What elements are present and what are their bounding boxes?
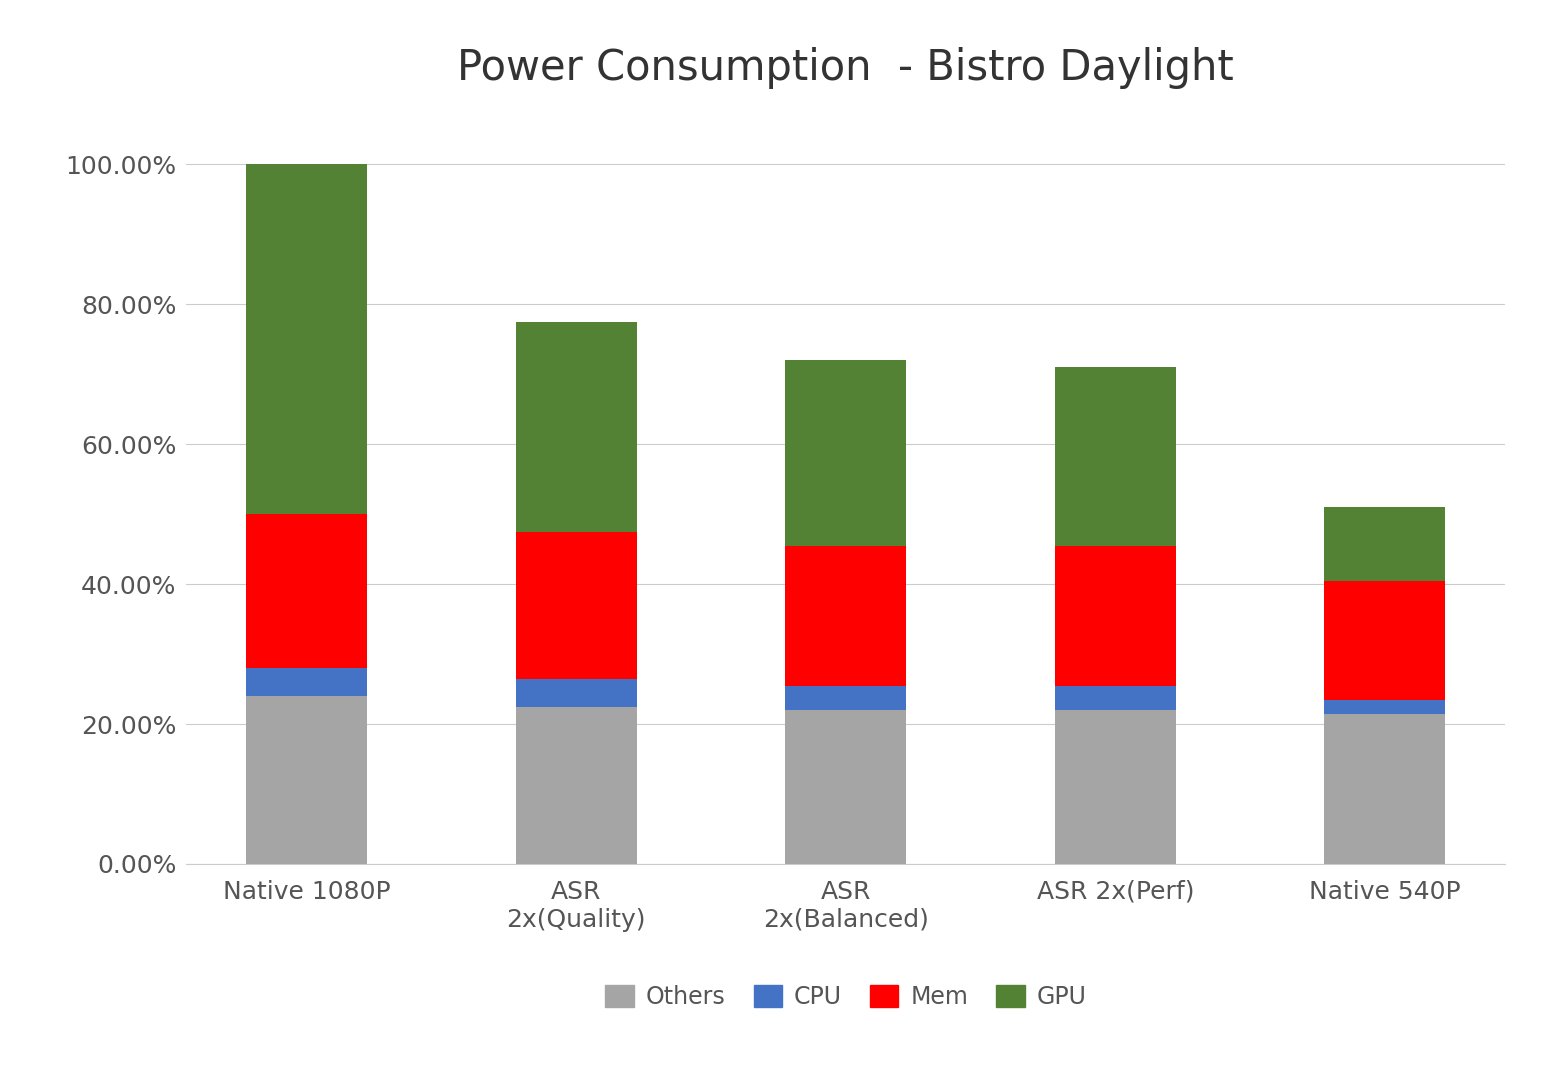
Bar <box>785 545 906 686</box>
Bar <box>247 669 368 696</box>
Bar <box>1055 686 1176 710</box>
Bar <box>785 686 906 710</box>
Bar <box>247 164 368 514</box>
Bar <box>1324 581 1445 700</box>
Bar <box>247 514 368 669</box>
Bar <box>1055 545 1176 686</box>
Bar <box>1324 700 1445 714</box>
Bar <box>247 696 368 864</box>
Bar <box>1055 710 1176 864</box>
Bar <box>1324 714 1445 864</box>
Bar <box>785 710 906 864</box>
Bar <box>515 706 636 864</box>
Bar <box>515 678 636 706</box>
Bar <box>515 322 636 531</box>
Legend: Others, CPU, Mem, GPU: Others, CPU, Mem, GPU <box>596 975 1096 1018</box>
Bar <box>1055 367 1176 545</box>
Bar <box>1324 507 1445 581</box>
Bar <box>785 360 906 545</box>
Bar <box>515 531 636 678</box>
Title: Power Consumption  - Bistro Daylight: Power Consumption - Bistro Daylight <box>458 48 1234 90</box>
